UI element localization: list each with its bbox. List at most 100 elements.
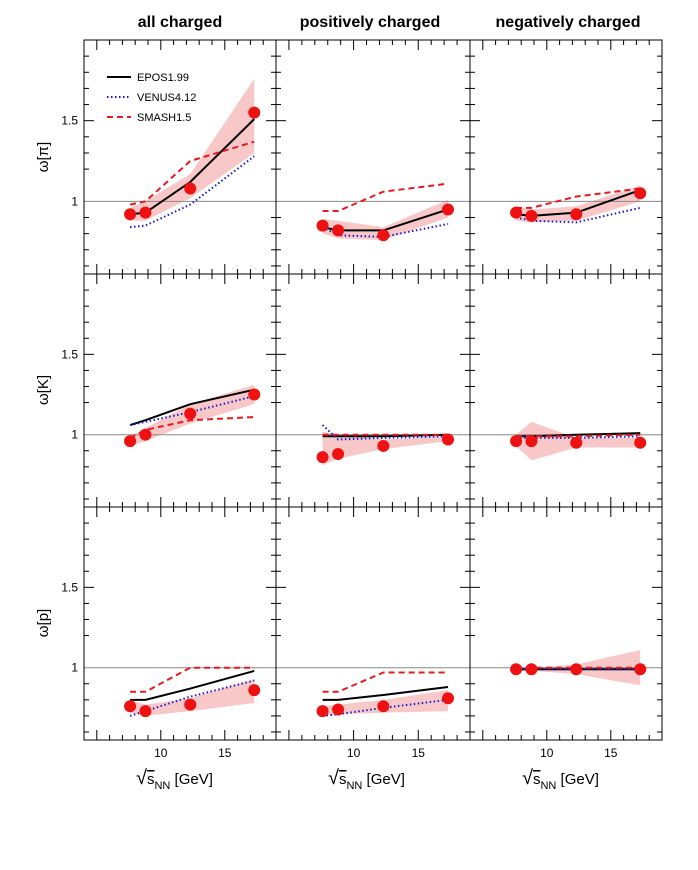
x-label-unit: [GeV]: [362, 771, 405, 788]
y-tick-label: 1: [71, 661, 78, 675]
data-point: [139, 206, 152, 219]
data-point: [570, 663, 583, 676]
x-label-unit: [GeV]: [170, 771, 213, 788]
y-tick-label: 1: [71, 194, 78, 208]
series-line-venus4-12: [322, 222, 449, 238]
column-title-negatively-charged: negatively charged: [496, 14, 641, 31]
x-label-sqrt: √: [522, 767, 533, 789]
y-axis-label-kaon: ω[K]: [35, 375, 52, 405]
data-point: [124, 700, 137, 713]
data-point: [442, 433, 455, 446]
series-line-epos1-99: [515, 189, 641, 217]
data-point: [377, 229, 390, 242]
x-axis-label-col-2: √sNN [GeV]: [328, 767, 405, 792]
data-point: [525, 663, 538, 676]
series-line-epos1-99: [516, 432, 641, 438]
data-point: [377, 700, 390, 713]
svg-text:√sNN [GeV]: √sNN [GeV]: [136, 767, 213, 792]
data-point: [510, 663, 523, 676]
x-axis-label-col-1: √sNN [GeV]: [136, 767, 213, 792]
y-tick-label: 1.5: [61, 114, 78, 128]
data-point: [510, 206, 523, 219]
data-point: [634, 187, 647, 200]
x-tick-label: 15: [412, 746, 426, 760]
data-point: [442, 203, 455, 216]
x-label-s: s: [339, 771, 347, 788]
x-label-sqrt: √: [136, 767, 147, 789]
series-line-venus4-12: [129, 679, 255, 717]
data-point: [570, 436, 583, 449]
y-tick-label: 1.5: [61, 580, 78, 594]
data-point: [442, 692, 455, 705]
data-point: [332, 224, 345, 237]
series-line-epos1-99: [322, 208, 449, 232]
data-point: [332, 447, 345, 460]
panel-3-1: 1 1.5 10 15: [61, 506, 277, 760]
panel-2-3: [469, 273, 663, 508]
data-point: [139, 428, 152, 441]
x-label-sqrt: √: [328, 767, 339, 789]
legend: EPOS1.99 VENUS4.12 SMASH1.5: [107, 72, 196, 124]
data-point: [377, 439, 390, 452]
x-label-s: s: [533, 771, 541, 788]
y-axis-label-proton: ω[p]: [35, 609, 52, 637]
data-point: [248, 106, 261, 119]
panel-3-3: 10 15: [469, 506, 663, 760]
x-axis-label-col-3: √sNN [GeV]: [522, 767, 599, 792]
series-line-venus4-12: [129, 155, 255, 229]
panel-2-2: [275, 273, 471, 508]
data-point: [124, 208, 137, 221]
panel-frame: [469, 39, 663, 275]
series-line-venus4-12: [516, 435, 641, 439]
data-point: [316, 451, 329, 464]
data-point: [570, 208, 583, 221]
x-label-unit: [GeV]: [556, 771, 599, 788]
series-line-smash1-5: [322, 671, 449, 693]
panel-frame: [275, 273, 471, 508]
legend-label-venus: VENUS4.12: [137, 92, 196, 104]
data-point: [634, 436, 647, 449]
series-line-smash1-5: [130, 666, 255, 693]
series-line-smash1-5: [322, 182, 449, 213]
panel-frame: [469, 273, 663, 508]
panel-2-1: 11.5: [61, 273, 277, 508]
data-point: [525, 435, 538, 448]
panel-grid: 11.511.511.510 15 10 15 10 15: [61, 39, 663, 760]
x-label-sub: NN: [154, 780, 170, 792]
uncertainty-band: [516, 185, 641, 223]
series-line-smash1-5: [129, 140, 255, 206]
data-point: [332, 703, 345, 716]
panel-frame: [469, 506, 663, 741]
data-point: [248, 684, 261, 697]
data-point: [184, 698, 197, 711]
series-line-venus4-12: [515, 206, 641, 224]
series-line-smash1-5: [516, 187, 641, 209]
data-point: [184, 182, 197, 195]
y-axis-label-pion: ω[π]: [35, 142, 52, 172]
x-tick-label: 10: [154, 746, 168, 760]
data-point: [248, 388, 261, 401]
panel-3-2: 10 15: [275, 506, 471, 760]
column-title-positively-charged: positively charged: [300, 14, 441, 31]
data-point: [139, 705, 152, 718]
column-title-all-charged: all charged: [138, 14, 222, 31]
data-point: [316, 219, 329, 232]
svg-text:√sNN [GeV]: √sNN [GeV]: [522, 767, 599, 792]
series-line-smash1-5: [516, 433, 641, 438]
y-tick-label: 1: [71, 428, 78, 442]
x-tick-label: 10: [347, 746, 361, 760]
data-point: [124, 435, 137, 448]
legend-label-epos: EPOS1.99: [137, 72, 189, 84]
panel-1-2: [275, 39, 471, 275]
x-tick-label: 15: [218, 746, 232, 760]
data-point: [184, 407, 197, 420]
x-label-sub: NN: [346, 780, 362, 792]
panel-1-3: [469, 39, 663, 275]
series-line-epos1-99: [322, 685, 449, 701]
data-point: [510, 435, 523, 448]
data-point: [634, 663, 647, 676]
data-point: [525, 209, 538, 222]
x-tick-label: 10: [540, 746, 554, 760]
x-tick-label: 15: [604, 746, 618, 760]
series-line-epos1-99: [129, 118, 255, 216]
